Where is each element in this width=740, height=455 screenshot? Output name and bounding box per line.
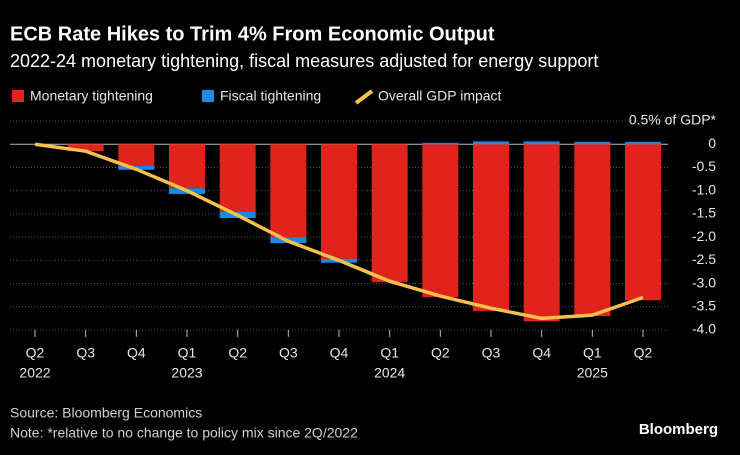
bar xyxy=(321,144,357,259)
legend-label: Fiscal tightening xyxy=(220,88,321,104)
x-tick-label: Q3 xyxy=(482,345,501,361)
bar xyxy=(270,144,307,238)
y-tick-label: 0 xyxy=(708,135,716,151)
x-year-label: 2022 xyxy=(19,365,50,381)
y-tick-label: -1.5 xyxy=(692,205,716,221)
x-year-label: 2024 xyxy=(374,365,405,381)
y-tick-label: -4.0 xyxy=(692,321,716,337)
bar xyxy=(422,142,459,145)
x-tick-label: Q2 xyxy=(634,345,653,361)
bar xyxy=(473,141,509,145)
bar xyxy=(118,144,155,167)
line xyxy=(34,142,644,321)
legend-label: Monetary tightening xyxy=(30,88,153,104)
chart-subtitle: 2022-24 monetary tightening, fiscal meas… xyxy=(10,51,598,71)
x-tick-label: Q4 xyxy=(532,345,551,361)
source: Source: Bloomberg Economics xyxy=(10,405,202,421)
bar xyxy=(169,144,205,189)
bar xyxy=(574,144,611,317)
x-tick-label: Q2 xyxy=(228,345,247,361)
x-tick-label: Q3 xyxy=(76,345,95,361)
legend-swatch xyxy=(354,89,374,105)
brand: Bloomberg xyxy=(639,421,718,438)
bar xyxy=(625,141,661,145)
x-tick-label: Q4 xyxy=(330,345,349,361)
y-tick-label: -2.0 xyxy=(692,228,716,244)
bar xyxy=(473,144,509,311)
x-year-label: 2023 xyxy=(171,365,202,381)
x-tick-label: Q3 xyxy=(279,345,298,361)
note: Note: *relative to no change to policy m… xyxy=(10,425,358,441)
bar xyxy=(422,144,459,298)
bar xyxy=(523,144,560,322)
x-tick-label: Q1 xyxy=(583,345,602,361)
y-tick-label: 0.5% of GDP* xyxy=(629,112,717,128)
x-tick-label: Q1 xyxy=(178,345,197,361)
bar xyxy=(574,141,611,145)
y-tick-label: -3.5 xyxy=(692,297,716,313)
bar xyxy=(371,144,408,283)
bar xyxy=(523,141,560,145)
bar xyxy=(625,144,661,301)
legend: Monetary tightening Fiscal tightening Ov… xyxy=(12,88,502,105)
x-tick-label: Q4 xyxy=(127,345,146,361)
x-tick-label: Q1 xyxy=(380,345,399,361)
y-tick-label: -2.5 xyxy=(692,251,716,267)
x-tick-label: Q2 xyxy=(431,345,450,361)
legend-label: Overall GDP impact xyxy=(378,88,502,104)
chart-title: ECB Rate Hikes to Trim 4% From Economic … xyxy=(10,23,495,45)
y-tick-label: -1.0 xyxy=(692,181,716,197)
y-tick-label: -3.0 xyxy=(692,274,716,290)
bar xyxy=(219,144,256,213)
y-tick-label: -0.5 xyxy=(692,158,716,174)
x-tick-label: Q2 xyxy=(26,345,45,361)
legend-swatch xyxy=(202,90,214,102)
x-year-label: 2025 xyxy=(577,365,608,381)
bar xyxy=(67,144,104,152)
legend-swatch xyxy=(12,90,24,102)
